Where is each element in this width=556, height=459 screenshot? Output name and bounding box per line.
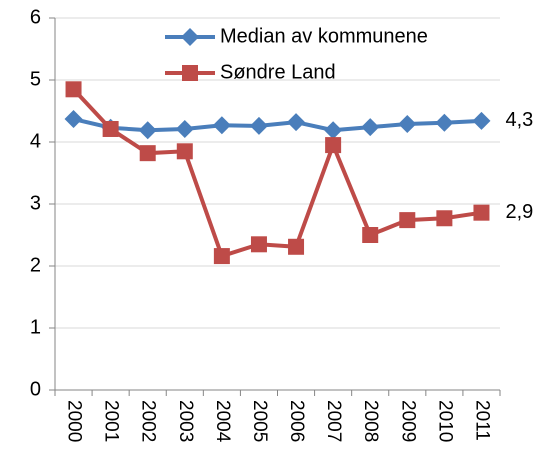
- x-tick-label: 2006: [286, 400, 307, 442]
- marker: [212, 116, 231, 135]
- x-tick-label: 2001: [101, 400, 122, 442]
- legend-label: Median av kommunene: [220, 25, 428, 47]
- legend-label: Søndre Land: [220, 61, 336, 83]
- marker: [361, 118, 380, 137]
- y-tick-label: 1: [30, 316, 41, 338]
- y-tick-label: 4: [30, 130, 41, 152]
- marker: [102, 120, 119, 137]
- x-tick-label: 2003: [175, 400, 196, 442]
- x-tick-label: 2002: [138, 400, 159, 442]
- x-tick-label: 2009: [397, 400, 418, 442]
- marker: [435, 113, 454, 132]
- data-label: 2,9: [505, 201, 533, 223]
- marker: [64, 110, 83, 129]
- marker: [287, 113, 306, 132]
- x-tick-label: 2007: [323, 400, 344, 442]
- marker: [399, 212, 416, 229]
- x-tick-label: 2005: [249, 400, 270, 442]
- y-tick-label: 0: [30, 378, 41, 400]
- series-line: [73, 117, 482, 133]
- marker: [213, 248, 230, 265]
- marker: [176, 143, 193, 160]
- legend-marker: [181, 28, 199, 46]
- marker: [362, 227, 379, 243]
- marker: [325, 137, 342, 154]
- marker: [324, 121, 343, 140]
- y-tick-label: 5: [30, 68, 41, 90]
- marker: [175, 119, 194, 138]
- x-tick-label: 2004: [212, 400, 233, 443]
- marker: [138, 121, 157, 140]
- marker: [288, 238, 305, 255]
- marker: [472, 111, 491, 130]
- x-tick-label: 2011: [471, 400, 492, 441]
- y-tick-label: 2: [30, 254, 41, 276]
- legend-marker: [182, 65, 198, 81]
- marker: [473, 204, 490, 221]
- marker: [139, 145, 156, 162]
- y-tick-label: 6: [30, 6, 41, 28]
- x-tick-label: 2000: [64, 400, 85, 442]
- marker: [249, 116, 268, 135]
- marker: [250, 236, 267, 253]
- x-tick-label: 2010: [434, 400, 455, 442]
- x-tick-label: 2008: [360, 400, 381, 442]
- data-label: 4,3: [505, 109, 533, 131]
- marker: [436, 210, 453, 227]
- marker: [65, 81, 82, 98]
- y-tick-label: 3: [30, 192, 41, 214]
- series-line: [72, 87, 482, 259]
- marker: [398, 115, 417, 134]
